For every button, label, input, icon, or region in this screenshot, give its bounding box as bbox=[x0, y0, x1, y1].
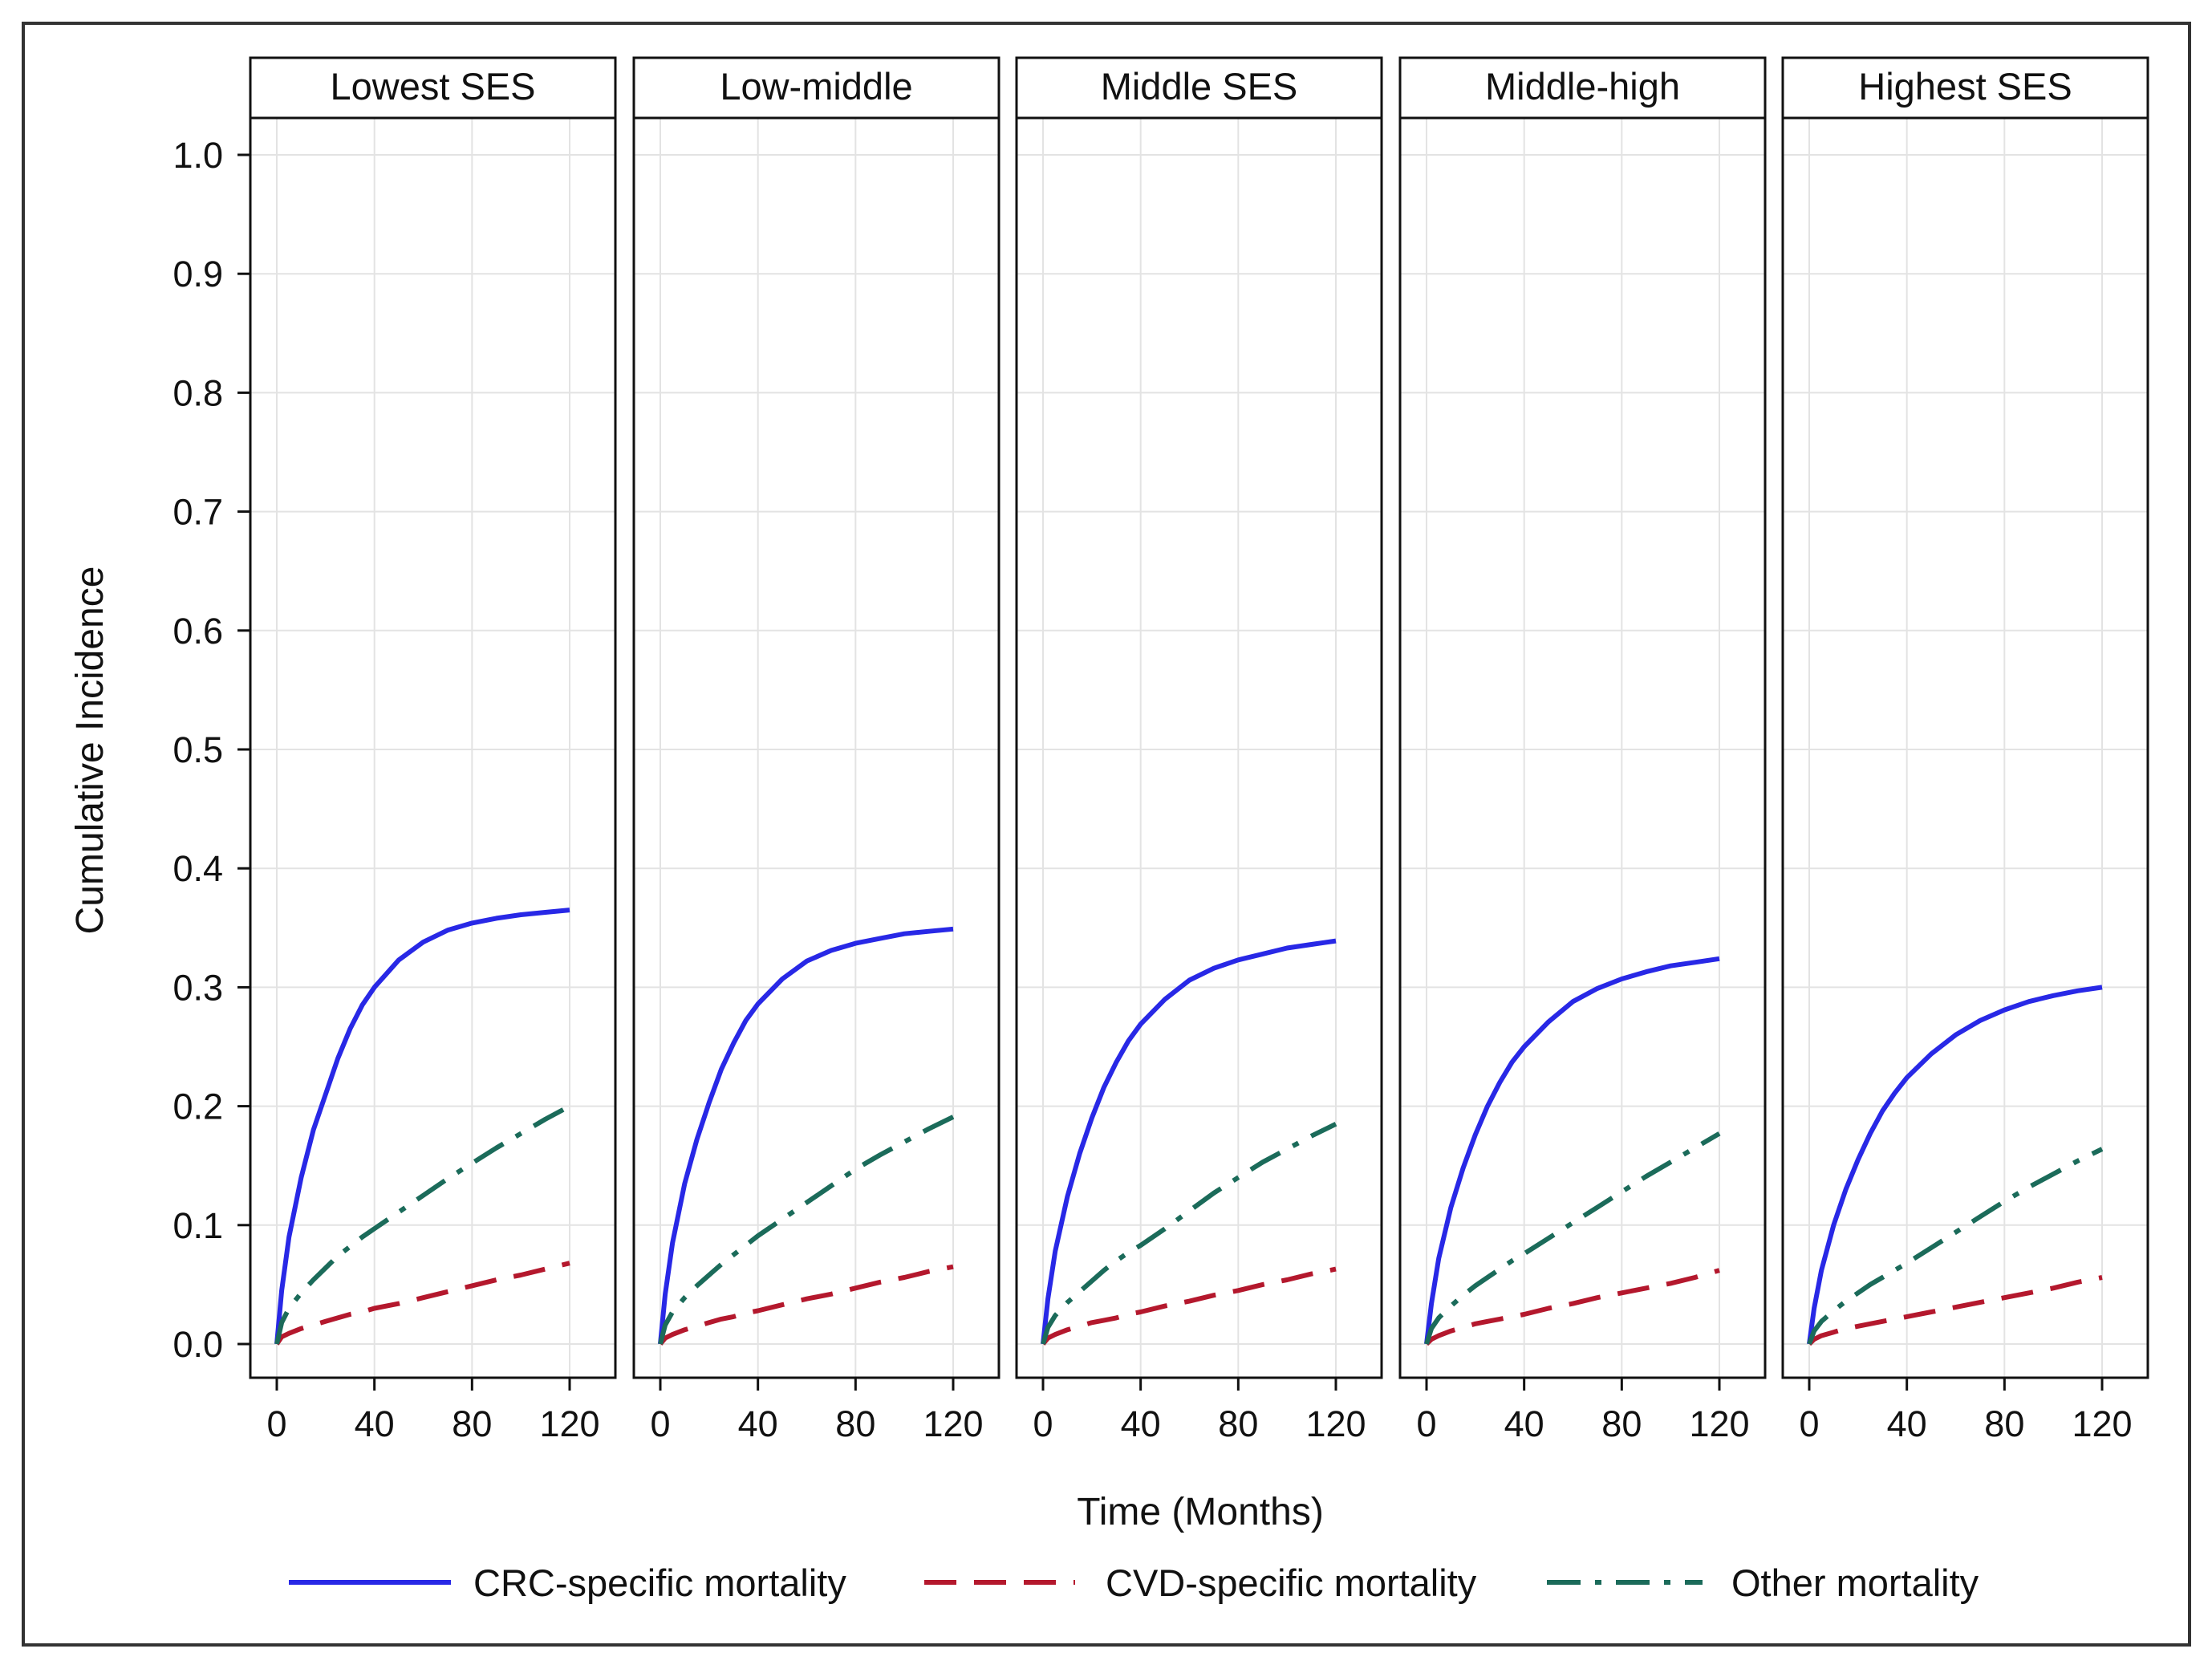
series-line-other-mortality bbox=[1807, 1147, 2104, 1346]
y-tick-label: 0.4 bbox=[172, 848, 223, 889]
x-tick-label: 0 bbox=[1033, 1403, 1053, 1444]
y-tick-label: 0.2 bbox=[172, 1086, 223, 1127]
panel-1: Lowest SES 0 40 80 120 bbox=[249, 56, 617, 1444]
panel-border bbox=[632, 116, 1000, 1379]
x-tick-label: 40 bbox=[1887, 1403, 1927, 1444]
series-line-other-mortality bbox=[658, 1115, 955, 1345]
panel-title: Middle SES bbox=[1101, 65, 1298, 108]
y-tick-label: 0.9 bbox=[172, 254, 223, 294]
series-line-crc-specific-mortality bbox=[1807, 985, 2103, 1345]
panel-header-box bbox=[1398, 56, 1767, 120]
panel-border bbox=[1398, 116, 1767, 1379]
legend: CRC-specific mortality CVD-specific morta… bbox=[289, 1561, 1979, 1604]
series-line-other-mortality bbox=[1424, 1131, 1721, 1345]
panel-2: Low-middle 0 40 80 120 bbox=[632, 56, 1000, 1444]
x-tick-label: 0 bbox=[1799, 1403, 1819, 1444]
panel-title: Highest SES bbox=[1858, 65, 2072, 108]
panel-title: Lowest SES bbox=[330, 65, 535, 108]
x-tick-label: 80 bbox=[1601, 1403, 1642, 1444]
y-tick-label: 1.0 bbox=[172, 135, 223, 176]
legend-label: Other mortality bbox=[1731, 1561, 1979, 1604]
panel-5: Highest SES 0 40 80 120 bbox=[1781, 56, 2149, 1444]
x-tick-label: 80 bbox=[835, 1403, 875, 1444]
panel-header-box bbox=[1781, 56, 2149, 120]
y-tick-label: 0.5 bbox=[172, 729, 223, 770]
series-line-crc-specific-mortality bbox=[1041, 938, 1337, 1345]
series-line-cvd-specific-mortality bbox=[1424, 1268, 1720, 1346]
panel-border bbox=[1781, 116, 2149, 1379]
y-tick-label: 0.3 bbox=[172, 967, 223, 1008]
x-tick-label: 40 bbox=[355, 1403, 395, 1444]
series-line-cvd-specific-mortality bbox=[658, 1264, 954, 1346]
panel-header-box bbox=[249, 56, 617, 120]
x-tick-label: 120 bbox=[1305, 1403, 1366, 1444]
series-line-other-mortality bbox=[274, 1103, 571, 1345]
y-tick-label: 0.1 bbox=[172, 1205, 223, 1246]
x-tick-label: 120 bbox=[923, 1403, 983, 1444]
y-axis-title: Cumulative Incidence bbox=[69, 566, 112, 935]
panel-header-box bbox=[1015, 56, 1383, 120]
plot-area bbox=[634, 118, 999, 1378]
x-tick-label: 0 bbox=[650, 1403, 670, 1444]
plot-area bbox=[250, 118, 615, 1378]
x-axis-title: Time (Months) bbox=[1077, 1491, 1324, 1533]
y-tick-label: 0.0 bbox=[172, 1324, 223, 1365]
x-tick-label: 40 bbox=[1504, 1403, 1544, 1444]
series-line-cvd-specific-mortality bbox=[1807, 1275, 2103, 1346]
y-axis: 0.0 0.1 0.2 0.3 0.4 0.5 0.6 0.7 0.8 0.9 1.0 bbox=[172, 135, 250, 1365]
panel-title: Low-middle bbox=[720, 65, 912, 108]
x-tick-label: 80 bbox=[452, 1403, 492, 1444]
x-tick-label: 120 bbox=[1689, 1403, 1749, 1444]
x-tick-label: 120 bbox=[539, 1403, 599, 1444]
panel-border bbox=[1015, 116, 1383, 1379]
panel-border bbox=[249, 116, 617, 1379]
series-line-crc-specific-mortality bbox=[658, 926, 954, 1345]
y-tick-label: 0.6 bbox=[172, 611, 223, 652]
x-tick-label: 40 bbox=[1121, 1403, 1161, 1444]
plot-area bbox=[1783, 118, 2148, 1378]
panel-title: Middle-high bbox=[1485, 65, 1680, 108]
x-tick-label: 120 bbox=[2072, 1403, 2132, 1444]
series-line-cvd-specific-mortality bbox=[274, 1261, 570, 1346]
x-tick-label: 0 bbox=[1416, 1403, 1436, 1444]
series-line-crc-specific-mortality bbox=[1424, 956, 1720, 1345]
legend-label: CVD-specific mortality bbox=[1106, 1561, 1477, 1604]
series-line-other-mortality bbox=[1041, 1122, 1337, 1345]
x-tick-label: 80 bbox=[1218, 1403, 1258, 1444]
x-tick-label: 0 bbox=[266, 1403, 286, 1444]
y-tick-label: 0.8 bbox=[172, 372, 223, 413]
series-line-cvd-specific-mortality bbox=[1041, 1266, 1337, 1346]
panel-3: Middle SES 0 40 80 120 bbox=[1015, 56, 1383, 1444]
x-tick-label: 80 bbox=[1984, 1403, 2024, 1444]
y-tick-label: 0.7 bbox=[172, 492, 223, 533]
series-line-crc-specific-mortality bbox=[274, 908, 570, 1345]
legend-label: CRC-specific mortality bbox=[473, 1561, 846, 1604]
x-tick-label: 40 bbox=[738, 1403, 778, 1444]
panel-4: Middle-high 0 40 80 120 bbox=[1398, 56, 1767, 1444]
